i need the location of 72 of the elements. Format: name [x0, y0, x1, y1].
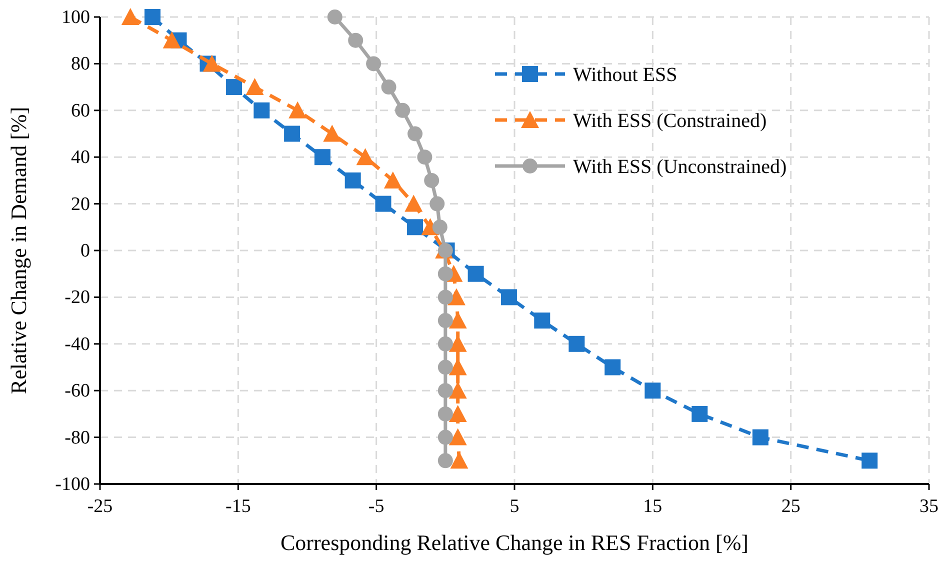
point: [381, 80, 396, 95]
point: [356, 148, 374, 166]
x-tick-label: -5: [368, 496, 384, 517]
point: [862, 452, 878, 469]
point: [395, 102, 410, 118]
point: [226, 79, 242, 96]
point: [448, 382, 467, 399]
y-tick-label: -60: [64, 380, 90, 402]
y-tick-label: 80: [71, 54, 90, 75]
point: [314, 149, 330, 166]
point: [202, 54, 221, 72]
x-tick-label: 35: [920, 496, 938, 517]
point: [438, 453, 453, 468]
point: [144, 9, 161, 25]
point: [438, 313, 453, 328]
y-tick-label: -40: [64, 334, 90, 355]
x-tick-label: 5: [510, 496, 520, 517]
point: [375, 196, 392, 212]
point: [534, 312, 550, 329]
point: [384, 171, 402, 188]
point: [432, 220, 448, 235]
point: [438, 290, 453, 305]
point: [438, 406, 453, 422]
y-tick-label: -80: [64, 427, 90, 448]
point: [438, 336, 453, 352]
point: [121, 8, 140, 25]
point: [644, 382, 661, 399]
point: [366, 56, 382, 72]
point: [448, 428, 467, 446]
point: [448, 404, 467, 422]
x-tick-label: -15: [226, 496, 251, 517]
point: [323, 124, 342, 142]
point: [327, 10, 342, 24]
point: [448, 312, 467, 329]
point: [407, 219, 424, 236]
point: [430, 196, 445, 212]
point: [162, 31, 181, 48]
point: [288, 101, 307, 118]
point: [438, 266, 453, 282]
y-tick-label: 100: [62, 7, 90, 28]
x-tick-label: 25: [781, 496, 800, 517]
point: [424, 172, 440, 188]
point: [417, 150, 432, 165]
y-tick-label: 20: [71, 194, 90, 215]
point: [438, 383, 453, 398]
y-axis-title: Relative Change in Demand [%]: [6, 106, 31, 394]
y-tick-label: 60: [71, 100, 90, 122]
point: [284, 126, 300, 142]
point: [468, 266, 484, 282]
point: [438, 360, 453, 375]
point: [568, 336, 585, 352]
legend-label: With ESS (Constrained): [573, 110, 767, 132]
point: [254, 102, 270, 118]
x-axis-title: Corresponding Relative Change in RES Fraction [%]: [280, 530, 749, 555]
y-tick-label: -100: [55, 474, 90, 495]
y-tick-label: 40: [71, 147, 90, 168]
point: [752, 429, 768, 446]
point: [604, 359, 621, 376]
point: [246, 78, 264, 96]
legend-label: Without ESS: [573, 64, 678, 86]
y-tick-label: 0: [80, 240, 90, 262]
point: [344, 172, 361, 188]
legend-label: With ESS (Unconstrained): [573, 156, 787, 178]
point: [408, 126, 423, 142]
x-tick-label: -25: [87, 496, 113, 517]
point: [348, 32, 364, 48]
point: [500, 289, 517, 306]
y-tick-label: -20: [64, 287, 90, 308]
point: [692, 406, 708, 422]
point: [438, 430, 453, 445]
point: [404, 194, 423, 212]
x-tick-label: 15: [643, 496, 662, 517]
